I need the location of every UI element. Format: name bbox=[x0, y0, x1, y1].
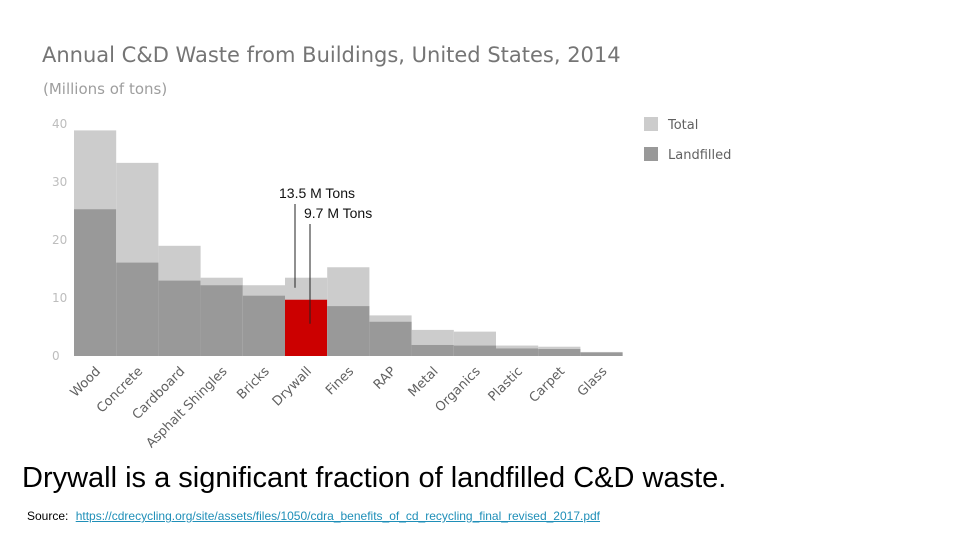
bar-landfilled-glass bbox=[580, 352, 623, 356]
x-tick-label: Carpet bbox=[527, 364, 569, 406]
x-tick-label: Glass bbox=[575, 364, 611, 400]
annotation-landfilled: 9.7 M Tons bbox=[304, 205, 372, 221]
x-tick-label: Metal bbox=[406, 364, 442, 400]
source-link[interactable]: https://cdrecycling.org/site/assets/file… bbox=[75, 509, 601, 523]
x-tick-label: RAP bbox=[371, 364, 400, 393]
x-tick-label: Asphalt Shingles bbox=[144, 364, 231, 451]
bar-landfilled-fines bbox=[327, 306, 370, 356]
bar-landfilled-concrete bbox=[116, 262, 159, 356]
chart-title: Annual C&D Waste from Buildings, United … bbox=[42, 43, 621, 67]
bar-landfilled-wood bbox=[74, 209, 117, 356]
y-tick-label: 20 bbox=[52, 233, 67, 247]
bar-landfilled-cardboard bbox=[158, 280, 201, 356]
x-tick-label: Drywall bbox=[270, 364, 315, 409]
legend-label-total[interactable]: Total bbox=[667, 118, 698, 133]
bar-landfilled-organics bbox=[453, 345, 496, 356]
source-line: Source: https://cdrecycling.org/site/ass… bbox=[27, 509, 600, 523]
x-tick-label: Plastic bbox=[486, 364, 526, 404]
chart: Annual C&D Waste from Buildings, United … bbox=[42, 43, 731, 451]
legend-label-landfilled[interactable]: Landfilled bbox=[668, 148, 731, 163]
bar-landfilled-rap bbox=[369, 321, 412, 356]
bar-landfilled-asphalt-shingles bbox=[200, 285, 243, 356]
x-tick-label: Wood bbox=[68, 364, 104, 400]
x-tick-label: Organics bbox=[433, 364, 484, 415]
caption: Drywall is a significant fraction of lan… bbox=[22, 462, 727, 494]
annotation-total: 13.5 M Tons bbox=[279, 185, 355, 201]
legend-swatch-landfilled bbox=[644, 147, 658, 161]
y-tick-label: 0 bbox=[52, 349, 60, 363]
bar-landfilled-metal bbox=[411, 344, 454, 356]
legend-swatch-total bbox=[644, 117, 658, 131]
y-tick-label: 10 bbox=[52, 291, 67, 305]
bar-landfilled-drywall bbox=[285, 299, 328, 356]
bar-landfilled-plastic bbox=[496, 348, 539, 356]
y-tick-label: 30 bbox=[52, 175, 67, 189]
bar-landfilled-carpet bbox=[538, 349, 581, 356]
x-tick-label: Fines bbox=[323, 364, 357, 398]
bar-landfilled-bricks bbox=[242, 295, 285, 356]
y-tick-label: 40 bbox=[52, 117, 67, 131]
x-tick-label: Bricks bbox=[234, 364, 273, 403]
chart-subtitle: (Millions of tons) bbox=[43, 80, 167, 98]
source-label: Source: bbox=[27, 509, 69, 523]
